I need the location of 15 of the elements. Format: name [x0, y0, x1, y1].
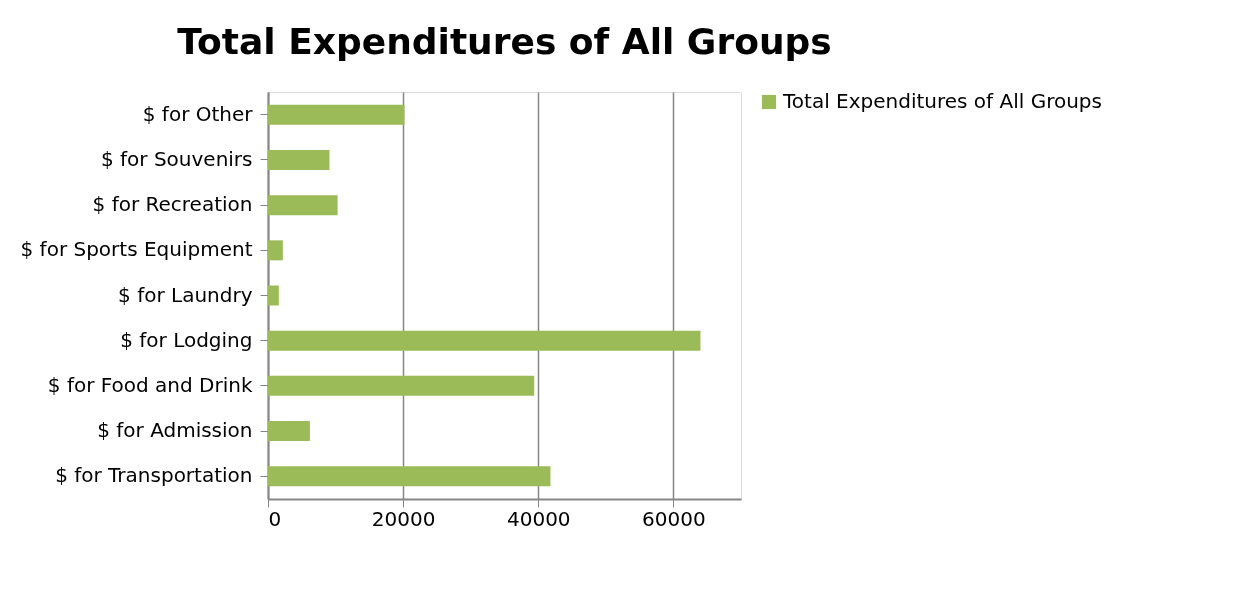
- y-tick-label: $ for Laundry: [118, 282, 253, 307]
- y-tick-label: $ for Admission: [97, 418, 253, 443]
- legend-label: Total Expenditures of All Groups: [782, 89, 1102, 113]
- x-tick-label: 0: [268, 506, 282, 531]
- x-tick-label: 60000: [642, 506, 706, 531]
- y-tick-label: $ for Sports Equipment: [20, 237, 253, 262]
- chart-title: Total Expenditures of All Groups: [177, 21, 832, 62]
- y-tick-label: $ for Food and Drink: [47, 372, 253, 397]
- y-tick-label: $ for Other: [142, 101, 254, 126]
- y-tick-label: $ for Souvenirs: [100, 146, 253, 171]
- y-tick-label: $ for Transportation: [55, 463, 253, 488]
- y-tick-label: $ for Lodging: [120, 327, 253, 352]
- x-tick-label: 40000: [506, 506, 571, 531]
- y-tick-label: $ for Recreation: [92, 192, 253, 217]
- x-tick-label: 20000: [371, 506, 436, 531]
